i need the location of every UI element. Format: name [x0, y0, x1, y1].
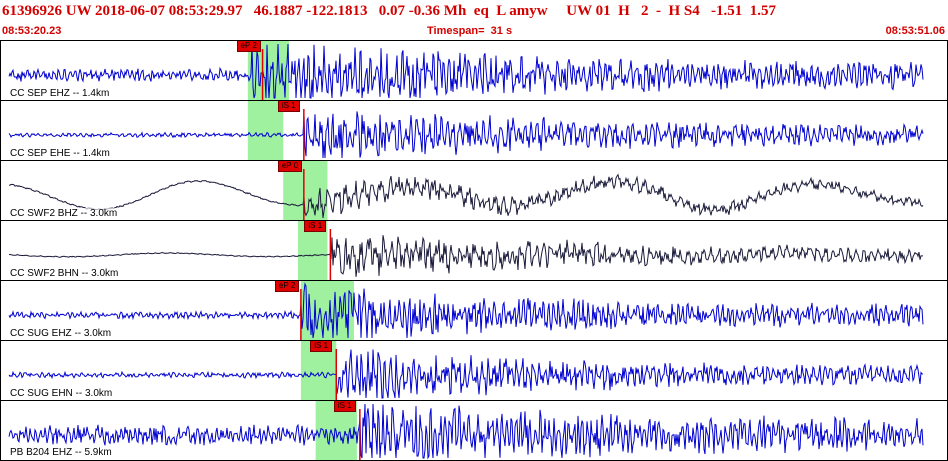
trace-panel[interactable]: iS 1 CC SEP EHE -- 1.4km	[0, 100, 948, 161]
phase-pick-tag[interactable]: eP 2	[274, 281, 300, 292]
waveform-plot	[8, 101, 924, 161]
trace-panel[interactable]: iS 1 CC SUG EHN -- 3.0km	[0, 340, 948, 401]
phase-pick-tag[interactable]: iS 1	[310, 341, 333, 352]
event-header: 61396926 UW 2018-06-07 08:53:29.97 46.18…	[0, 0, 948, 40]
window-end-time: 08:53:51.06	[885, 25, 945, 37]
waveform-trace	[8, 173, 924, 219]
trace-panel[interactable]: eP 0 CC SWF2 BHZ -- 3.0km	[0, 160, 948, 221]
trace-panel[interactable]: iS 1 PB B204 EHZ -- 5.9km	[0, 400, 948, 461]
trace-panel[interactable]: iS 1 CC SWF2 BHN -- 3.0km	[0, 220, 948, 281]
channel-label: CC SWF2 BHZ -- 3.0km	[10, 208, 118, 220]
waveform-trace	[8, 349, 924, 399]
waveform-trace	[8, 111, 924, 159]
phase-pick-tag[interactable]: iS 1	[333, 401, 356, 412]
waveform-trace	[8, 43, 924, 99]
waveform-trace	[8, 282, 924, 339]
waveform-plot	[8, 281, 924, 341]
waveform-plot	[8, 161, 924, 221]
phase-pick-tag[interactable]: iS 1	[304, 221, 327, 232]
channel-label: CC SEP EHZ -- 1.4km	[10, 88, 110, 100]
channel-label: PB B204 EHZ -- 5.9km	[10, 447, 112, 459]
event-summary-title: 61396926 UW 2018-06-07 08:53:29.97 46.18…	[2, 3, 777, 19]
waveform-trace	[8, 403, 924, 460]
seismogram-panels[interactable]: eP 2 CC SEP EHZ -- 1.4km iS 1 CC SEP EHE --…	[0, 40, 948, 461]
trace-panel[interactable]: eP 2 CC SEP EHZ -- 1.4km	[0, 40, 948, 101]
window-start-time: 08:53:20.23	[2, 25, 62, 37]
pick-window-band	[247, 101, 284, 161]
channel-label: CC SUG EHN -- 3.0km	[10, 388, 113, 400]
timespan-label: Timespan= 31 s	[427, 25, 513, 37]
phase-pick-tag[interactable]: eP 2	[236, 41, 261, 52]
phase-pick-tag[interactable]: iS 1	[277, 101, 300, 112]
trace-panel[interactable]: eP 2 CC SUG EHZ -- 3.0km	[0, 280, 948, 341]
channel-label: CC SWF2 BHN -- 3.0km	[10, 268, 119, 280]
waveform-plot	[8, 401, 924, 460]
channel-label: CC SUG EHZ -- 3.0km	[10, 328, 112, 340]
waveform-plot	[8, 341, 924, 401]
waveform-trace	[8, 235, 924, 277]
waveform-plot	[8, 221, 924, 281]
channel-label: CC SEP EHE -- 1.4km	[10, 148, 110, 160]
waveform-plot	[8, 41, 924, 101]
phase-pick-tag[interactable]: eP 0	[277, 161, 303, 172]
